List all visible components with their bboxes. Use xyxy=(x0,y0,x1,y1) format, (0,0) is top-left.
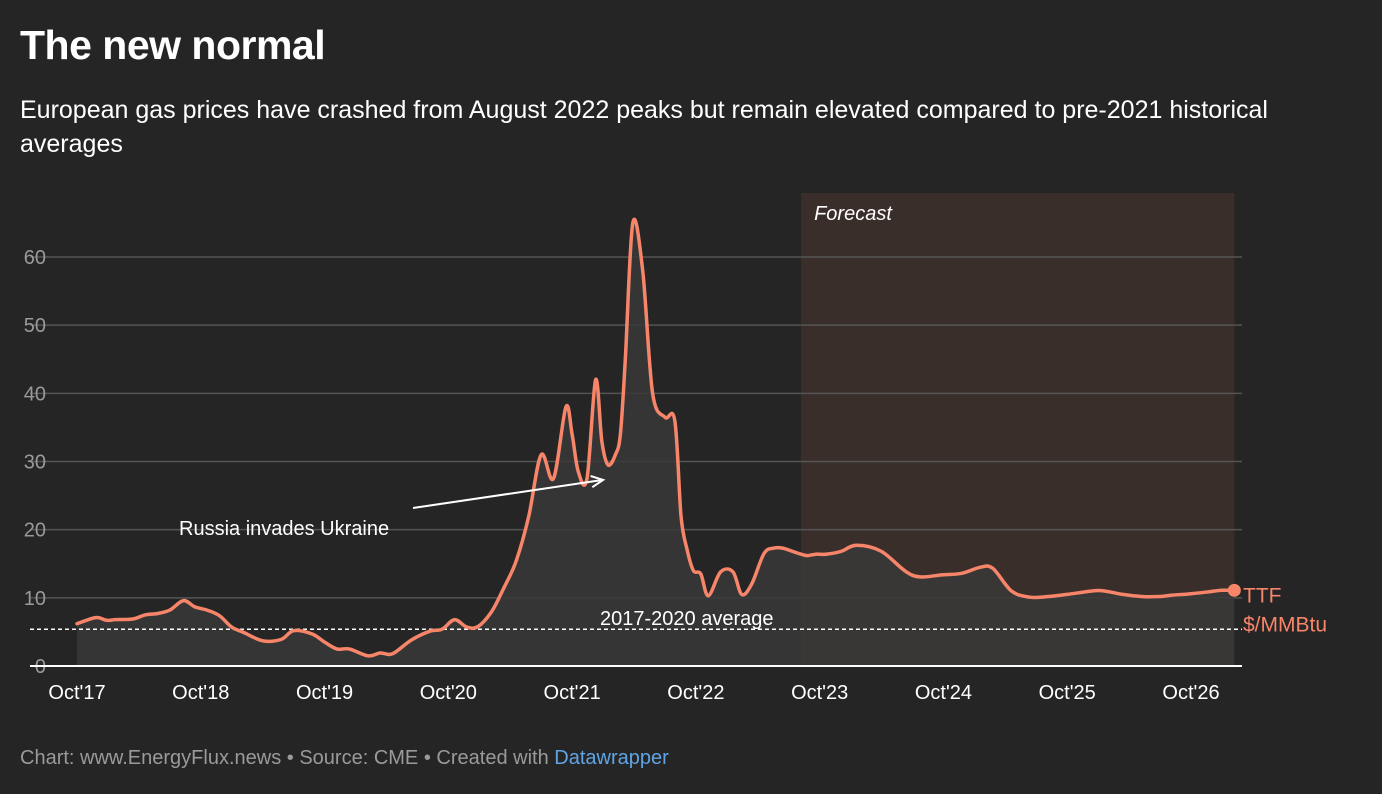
x-tick-label: Oct'22 xyxy=(667,682,724,704)
page-title: The new normal xyxy=(20,22,326,68)
annotation-russia-invades-ukraine: Russia invades Ukraine xyxy=(179,518,389,540)
footer-created-with: Created with xyxy=(436,747,549,769)
x-tick-label: Oct'17 xyxy=(48,682,105,704)
y-tick-label: 40 xyxy=(24,383,46,405)
ttf-price-line xyxy=(75,217,1237,658)
x-tick-label: Oct'18 xyxy=(172,682,229,704)
y-tick-label: 50 xyxy=(24,315,46,337)
footer-chart-credit: Chart: www.EnergyFlux.news xyxy=(20,747,282,769)
ttf-end-point xyxy=(1227,583,1241,597)
x-tick-label: Oct'19 xyxy=(296,682,353,704)
footer-source: Source: CME xyxy=(299,747,419,769)
x-tick-label: Oct'21 xyxy=(544,682,601,704)
y-tick-label: 30 xyxy=(24,452,46,474)
x-tick-label: Oct'26 xyxy=(1162,682,1219,704)
datawrapper-link[interactable]: Datawrapper xyxy=(554,747,669,769)
footer-separator: • xyxy=(423,747,431,769)
page-subtitle: European gas prices have crashed from Au… xyxy=(20,96,1268,158)
series-label-ttf: TTF xyxy=(1243,584,1281,607)
x-tick-label: Oct'25 xyxy=(1039,682,1096,704)
x-axis: Oct'17 Oct'18 Oct'19 Oct'20 Oct'21 Oct'22 Oct'… xyxy=(48,682,1219,704)
x-tick-label: Oct'20 xyxy=(420,682,477,704)
x-tick-label: Oct'24 xyxy=(915,682,972,704)
y-tick-label: 60 xyxy=(24,247,46,269)
chart-footer: Chart: www.EnergyFlux.news • Source: CME… xyxy=(20,747,669,770)
y-axis: 0102030405060 xyxy=(24,247,46,678)
forecast-label: Forecast xyxy=(814,203,893,225)
footer-separator: • xyxy=(286,747,294,769)
annotation-arrow-head xyxy=(590,475,606,489)
y-tick-label: 10 xyxy=(24,588,46,610)
x-tick-label: Oct'23 xyxy=(791,682,848,704)
y-tick-label: 20 xyxy=(24,520,46,542)
series-label-units: $/MMBtu xyxy=(1243,613,1327,636)
average-reference-label: 2017-2020 average xyxy=(600,608,773,630)
price-area-fill xyxy=(77,219,1235,667)
annotation-arrow xyxy=(412,478,604,509)
